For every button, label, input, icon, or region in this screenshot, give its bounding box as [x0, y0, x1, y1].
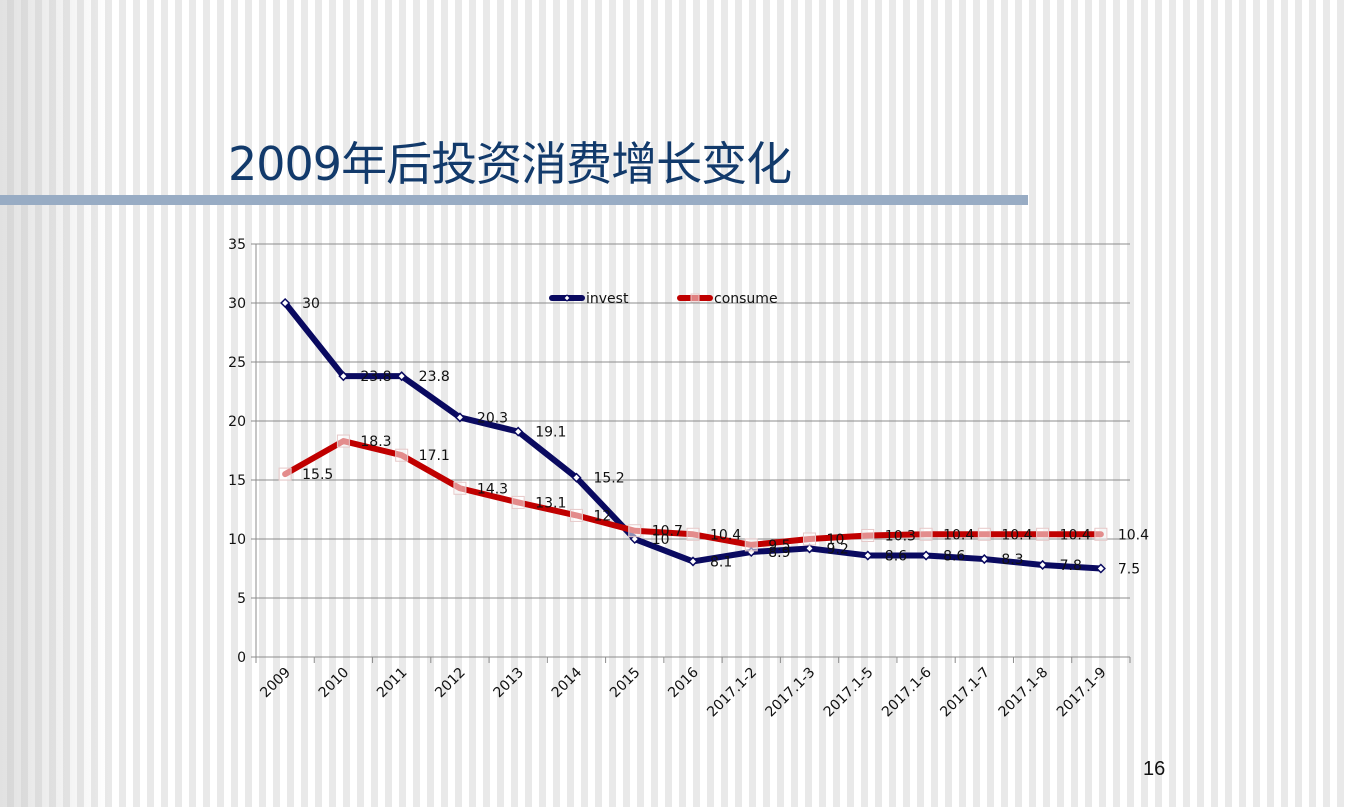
- legend-marker-consume: [690, 293, 700, 303]
- data-point-consume: [861, 528, 875, 542]
- data-point-consume: [395, 448, 409, 462]
- background-shade: [0, 0, 110, 807]
- legend-label-consume: consume: [714, 291, 778, 307]
- data-point-consume: [1094, 527, 1108, 541]
- data-point-consume: [1036, 527, 1050, 541]
- y-tick-label: 25: [228, 355, 246, 371]
- data-label-consume: 14.3: [477, 481, 508, 497]
- data-label-consume: 10.4: [943, 527, 974, 543]
- x-tick-label: 2017.1-2: [704, 665, 760, 721]
- data-label-consume: 10.4: [1001, 527, 1032, 543]
- data-label-invest: 19.1: [535, 425, 566, 441]
- data-label-invest: 8.1: [710, 554, 732, 570]
- data-label-invest: 7.8: [1060, 558, 1082, 574]
- y-tick-label: 20: [228, 414, 246, 430]
- data-label-invest: 15.2: [593, 471, 624, 487]
- data-label-invest: 20.3: [477, 410, 508, 426]
- data-label-invest: 8.9: [768, 545, 790, 561]
- y-tick-label: 0: [237, 650, 246, 666]
- data-label-consume: 13.1: [535, 495, 566, 511]
- data-point-invest: [804, 543, 815, 554]
- data-point-consume: [744, 538, 758, 552]
- data-label-consume: 10.3: [885, 528, 916, 544]
- y-tick-label: 35: [228, 237, 246, 253]
- x-tick-label: 2017.1-8: [996, 665, 1052, 721]
- data-label-consume: 12: [593, 508, 611, 524]
- data-point-invest: [338, 371, 349, 382]
- data-point-consume: [977, 527, 991, 541]
- x-tick-label: 2014: [549, 664, 586, 701]
- data-label-consume: 10.7: [652, 524, 683, 540]
- data-point-invest: [1037, 559, 1048, 571]
- data-label-invest: 8.6: [943, 549, 965, 565]
- data-label-consume: 9.5: [768, 538, 790, 554]
- data-point-invest: [513, 426, 524, 437]
- data-label-invest: 10: [652, 532, 670, 548]
- data-label-consume: 18.3: [360, 434, 391, 450]
- legend-label-invest: invest: [586, 291, 629, 307]
- y-tick-label: 15: [228, 473, 246, 489]
- data-label-invest: 9.2: [827, 541, 849, 557]
- y-tick-label: 10: [228, 532, 246, 548]
- data-point-consume: [803, 532, 817, 546]
- data-label-consume: 15.5: [302, 467, 333, 483]
- x-tick-label: 2010: [316, 665, 353, 702]
- title-divider: [0, 195, 1028, 205]
- data-label-consume: 10.4: [1118, 527, 1149, 543]
- slide-title: 2009年后投资消费增长变化: [228, 137, 792, 191]
- data-point-consume: [919, 527, 933, 541]
- data-label-invest: 23.8: [419, 369, 450, 385]
- data-label-consume: 10.4: [1060, 527, 1091, 543]
- x-tick-label: 2017.1-3: [763, 665, 819, 721]
- data-point-invest: [571, 472, 582, 483]
- data-point-consume: [686, 527, 700, 541]
- data-label-invest: 23.8: [360, 369, 391, 385]
- x-tick-label: 2017.1-6: [879, 664, 935, 720]
- data-point-invest: [979, 553, 990, 565]
- x-tick-label: 2017.1-5: [821, 665, 877, 721]
- data-point-invest: [862, 550, 873, 561]
- legend-marker-invest: [563, 294, 571, 302]
- data-point-consume: [336, 434, 350, 448]
- data-label-invest: 7.5: [1118, 562, 1140, 578]
- data-point-invest: [921, 550, 932, 561]
- x-tick-label: 2017.1-7: [937, 665, 993, 721]
- x-tick-label: 2016: [665, 664, 702, 701]
- data-point-consume: [278, 467, 292, 481]
- page-number: 16: [1143, 758, 1166, 780]
- data-point-invest: [687, 556, 699, 567]
- data-point-invest: [396, 371, 407, 382]
- data-point-invest: [454, 412, 465, 423]
- data-label-consume: 17.1: [419, 448, 450, 464]
- data-point-consume: [453, 481, 467, 495]
- data-label-consume: 10.4: [710, 527, 741, 543]
- x-tick-label: 2009: [257, 665, 294, 702]
- x-tick-label: 2012: [432, 665, 469, 702]
- x-tick-label: 2011: [374, 665, 411, 702]
- data-point-invest: [1095, 563, 1106, 574]
- x-tick-label: 2015: [607, 665, 644, 702]
- data-point-consume: [511, 495, 525, 509]
- y-tick-label: 5: [237, 591, 246, 607]
- data-point-consume: [628, 524, 642, 538]
- data-label-invest: 8.6: [885, 549, 907, 565]
- data-point-consume: [569, 508, 583, 522]
- data-label-invest: 30: [302, 296, 320, 312]
- data-label-consume: 10: [827, 532, 845, 548]
- x-tick-label: 2013: [491, 665, 528, 702]
- y-tick-label: 30: [228, 296, 246, 312]
- x-tick-label: 2017.1-9: [1054, 665, 1110, 721]
- data-label-invest: 8.3: [1001, 552, 1023, 568]
- data-point-invest: [280, 297, 291, 309]
